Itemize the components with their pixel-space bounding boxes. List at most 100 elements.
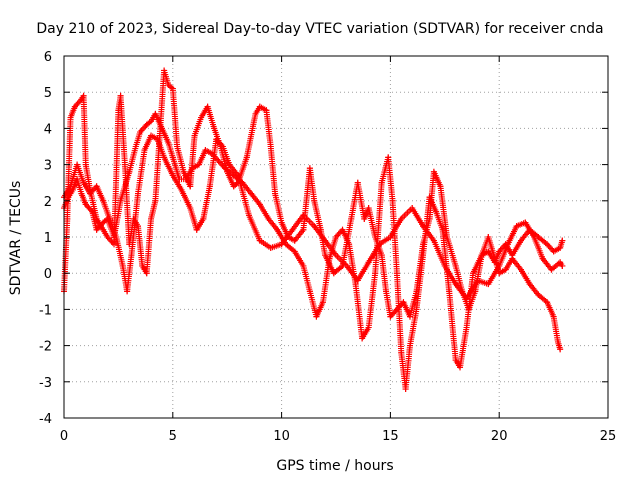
data-point	[256, 201, 263, 208]
data-point	[406, 342, 413, 349]
data-point	[400, 299, 407, 306]
data-point	[100, 226, 107, 233]
data-point	[169, 154, 176, 161]
data-point	[195, 161, 202, 168]
data-point	[74, 176, 81, 183]
data-point	[134, 190, 141, 197]
data-point	[291, 237, 298, 244]
x-tick-label: 15	[382, 429, 399, 444]
data-point	[226, 161, 233, 168]
data-point	[113, 234, 120, 240]
data-point	[245, 212, 252, 219]
x-tick-labels: 0 5 10 15 20 25	[60, 429, 616, 444]
x-axis-label: GPS time / hours	[276, 458, 393, 474]
data-point	[409, 205, 416, 212]
axis-ticks	[63, 55, 609, 419]
data-point	[117, 197, 124, 204]
data-point	[156, 132, 163, 139]
data-point	[457, 364, 464, 371]
data-point	[178, 186, 185, 193]
data-point	[148, 118, 155, 125]
data-point	[389, 197, 396, 204]
data-point	[78, 190, 85, 197]
data-point	[361, 215, 368, 222]
data-point	[548, 266, 555, 273]
data-point	[187, 183, 194, 190]
data-point	[134, 223, 141, 230]
data-point	[354, 179, 361, 186]
series-3-markers	[61, 132, 566, 302]
data-point	[152, 110, 159, 117]
y-axis-label: SDTVAR / TECUs	[8, 181, 24, 296]
data-point	[359, 335, 366, 342]
data-point	[219, 143, 226, 150]
data-point	[437, 183, 444, 190]
data-point	[152, 197, 159, 204]
data-point	[230, 183, 237, 190]
data-point	[491, 255, 498, 262]
chart-title: Day 210 of 2023, Sidereal Day-to-day VTE…	[36, 21, 603, 37]
data-point	[161, 154, 168, 161]
data-point	[330, 270, 337, 277]
data-point	[502, 266, 509, 273]
data-point	[206, 183, 213, 190]
data-point	[256, 237, 263, 244]
data-point	[343, 262, 350, 269]
data-point	[278, 219, 285, 226]
y-tick-label: 5	[44, 86, 52, 101]
data-point	[191, 132, 198, 139]
data-point	[300, 226, 307, 233]
data-point	[64, 215, 71, 222]
y-tick-label: 6	[44, 50, 52, 65]
data-point	[174, 143, 181, 150]
data-point	[322, 252, 329, 259]
data-point	[535, 291, 542, 298]
data-point	[243, 154, 250, 161]
data-point	[378, 252, 385, 259]
data-point	[193, 226, 200, 233]
y-tick-label: 4	[44, 122, 52, 137]
data-point	[311, 197, 318, 204]
data-point	[496, 248, 503, 255]
x-tick-label: 10	[273, 429, 290, 444]
data-point	[87, 190, 94, 197]
data-point	[550, 313, 557, 320]
data-point	[235, 172, 242, 179]
data-point	[278, 241, 285, 248]
series-2	[61, 110, 564, 393]
data-point	[526, 281, 533, 288]
data-point	[158, 125, 165, 132]
series-3	[61, 132, 566, 302]
data-point	[80, 179, 87, 186]
data-point	[470, 270, 477, 277]
data-point	[485, 248, 492, 255]
data-point	[385, 154, 392, 161]
data-point	[267, 143, 274, 150]
data-point	[387, 313, 394, 320]
data-point	[398, 349, 405, 356]
data-point	[82, 201, 89, 208]
data-point	[550, 248, 557, 255]
data-point	[378, 179, 385, 186]
data-point	[148, 132, 155, 139]
y-tick-labels: -4 -3 -2 -1 0 1 2 3 4 5 6	[39, 50, 52, 427]
data-point	[559, 237, 566, 244]
data-point	[161, 67, 168, 74]
data-point	[272, 190, 279, 197]
data-point	[267, 244, 274, 251]
data-point	[463, 295, 470, 302]
data-point	[187, 205, 194, 212]
data-point	[211, 125, 218, 132]
y-tick-label: -3	[39, 376, 52, 391]
data-point	[557, 244, 564, 251]
data-point	[554, 338, 561, 345]
data-point	[300, 212, 307, 219]
data-point	[189, 165, 196, 172]
data-point	[326, 255, 333, 262]
data-point	[348, 215, 355, 222]
data-point	[106, 215, 113, 222]
data-point	[93, 226, 100, 233]
data-point	[365, 259, 372, 266]
data-point	[376, 241, 383, 248]
data-point	[213, 136, 220, 143]
